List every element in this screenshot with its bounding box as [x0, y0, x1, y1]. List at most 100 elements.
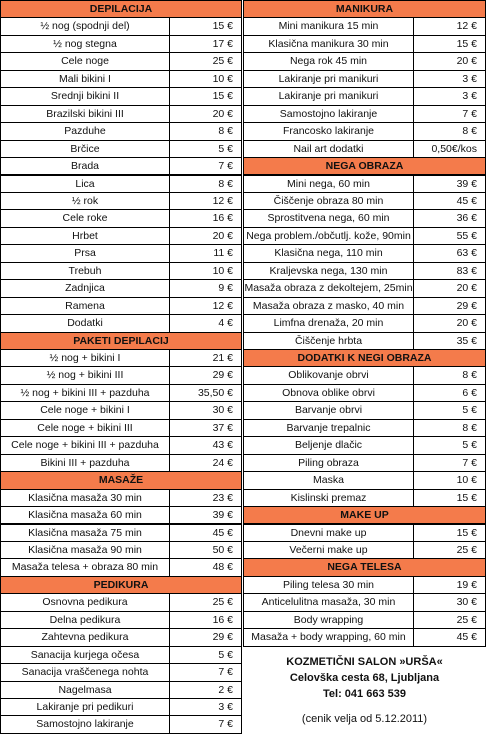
service-name: ½ nog + bikini III — [0, 366, 170, 385]
service-price: 25 € — [169, 52, 242, 71]
service-price: 29 € — [169, 628, 242, 647]
service-price: 12 € — [413, 17, 486, 36]
service-name: Obnova oblike obrvi — [243, 383, 414, 403]
service-price: 15 € — [413, 523, 486, 542]
validity-note: (cenik velja od 5.12.2011) — [301, 713, 428, 725]
service-name: Samostojno lakiranje — [0, 715, 170, 734]
service-price: 55 € — [413, 226, 486, 246]
service-price: 25 € — [413, 610, 486, 630]
service-price: 20 € — [169, 104, 242, 124]
service-price: 3 € — [413, 69, 486, 89]
service-name: Oblikovanje obrvi — [243, 366, 414, 385]
service-price: 7 € — [169, 157, 242, 176]
service-name: Barvanje trepalnic — [243, 418, 414, 438]
service-price: 8 € — [413, 122, 486, 141]
section-header: MAKE UP — [243, 506, 486, 525]
service-price: 5 € — [413, 436, 486, 455]
service-price: 19 € — [413, 575, 486, 595]
section-header: NEGA TELESA — [243, 558, 486, 577]
service-price: 10 € — [169, 261, 242, 281]
service-name: Srednji bikini II — [0, 87, 170, 106]
service-name: ½ nog stegna — [0, 34, 170, 54]
service-price: 63 € — [413, 244, 486, 263]
service-price: 20 € — [413, 52, 486, 71]
service-name: Francosko lakiranje — [243, 122, 414, 141]
salon-name: KOZMETIČNI SALON »URŠA« — [286, 656, 443, 668]
service-name: Klasična masaža 30 min — [0, 488, 170, 508]
service-price: 8 € — [169, 122, 242, 141]
service-price: 43 € — [169, 436, 242, 455]
service-price: 8 € — [169, 174, 242, 193]
service-price: 0,50€/kos — [413, 139, 486, 159]
service-name: Sanacija kurjega očesa — [0, 645, 170, 665]
service-name: Beljenje dlačic — [243, 436, 414, 455]
service-name: Bikini III + pazduha — [0, 453, 170, 473]
service-name: Klasična masaža 90 min — [0, 540, 170, 560]
service-price: 12 € — [169, 191, 242, 211]
service-name: Sprostitvena nega, 60 min — [243, 209, 414, 228]
service-price: 10 € — [169, 69, 242, 89]
service-price: 21 € — [169, 349, 242, 368]
service-name: Zadnjica — [0, 279, 170, 298]
service-price: 30 € — [413, 593, 486, 612]
service-name: Cele noge + bikini III + pazduha — [0, 436, 170, 455]
service-name: Mali bikini I — [0, 69, 170, 89]
service-name: Masaža telesa + obraza 80 min — [0, 558, 170, 577]
service-price: 20 € — [413, 279, 486, 298]
service-price: 8 € — [413, 418, 486, 438]
section-header: MANIKURA — [243, 0, 486, 19]
service-name: Kislinski premaz — [243, 488, 414, 508]
service-price: 23 € — [169, 488, 242, 508]
service-name: Masaža + body wrapping, 60 min — [243, 628, 414, 647]
service-name: Čiščenje hrbta — [243, 331, 414, 350]
service-price: 24 € — [169, 453, 242, 473]
service-name: Hrbet — [0, 226, 170, 246]
service-name: Barvanje obrvi — [243, 401, 414, 420]
service-price: 7 € — [413, 453, 486, 473]
service-name: Večerni make up — [243, 540, 414, 560]
service-price: 29 € — [169, 366, 242, 385]
service-price: 8 € — [413, 366, 486, 385]
service-price: 48 € — [169, 558, 242, 577]
service-name: ½ rok — [0, 191, 170, 211]
service-price: 11 € — [169, 244, 242, 263]
service-name: Pazduhe — [0, 122, 170, 141]
service-price: 83 € — [413, 261, 486, 281]
service-price: 25 € — [169, 593, 242, 612]
service-name: Body wrapping — [243, 610, 414, 630]
service-name: Brčice — [0, 139, 170, 159]
service-name: Piling telesa 30 min — [243, 575, 414, 595]
section-header: DODATKI K NEGI OBRAZA — [243, 349, 486, 368]
service-name: Prsa — [0, 244, 170, 263]
service-price: 20 € — [169, 226, 242, 246]
service-name: Nega rok 45 min — [243, 52, 414, 71]
service-name: Maska — [243, 471, 414, 490]
service-price: 37 € — [169, 418, 242, 438]
service-name: Limfna drenaža, 20 min — [243, 314, 414, 333]
service-name: Ramena — [0, 296, 170, 316]
service-price: 39 € — [169, 506, 242, 525]
service-name: Cele roke — [0, 209, 170, 228]
service-name: Zahtevna pedikura — [0, 628, 170, 647]
service-name: Cele noge + bikini III — [0, 418, 170, 438]
section-header: PEDIKURA — [0, 575, 242, 595]
service-price: 15 € — [413, 488, 486, 508]
service-price: 36 € — [413, 209, 486, 228]
service-price: 17 € — [169, 34, 242, 54]
service-name: ½ nog + bikini I — [0, 349, 170, 368]
service-name: Čiščenje obraza 80 min — [243, 191, 414, 211]
service-price: 45 € — [169, 523, 242, 542]
salon-address: Celovška cesta 68, Ljubljana — [289, 672, 440, 684]
service-name: Lakiranje pri pedikuri — [0, 698, 170, 717]
section-header: DEPILACIJA — [0, 0, 242, 19]
service-name: ½ nog + bikini III + pazduha — [0, 383, 170, 403]
service-name: Masaža obraza z dekoltejem, 25min — [243, 279, 414, 298]
service-name: Masaža obraza z masko, 40 min — [243, 296, 414, 316]
service-name: Sanacija vraščenega nohta — [0, 663, 170, 682]
service-price: 6 € — [413, 383, 486, 403]
service-price: 5 € — [169, 645, 242, 665]
service-name: Nail art dodatki — [243, 139, 414, 159]
service-price: 5 € — [413, 401, 486, 420]
service-price: 15 € — [413, 34, 486, 54]
service-name: Cele noge — [0, 52, 170, 71]
